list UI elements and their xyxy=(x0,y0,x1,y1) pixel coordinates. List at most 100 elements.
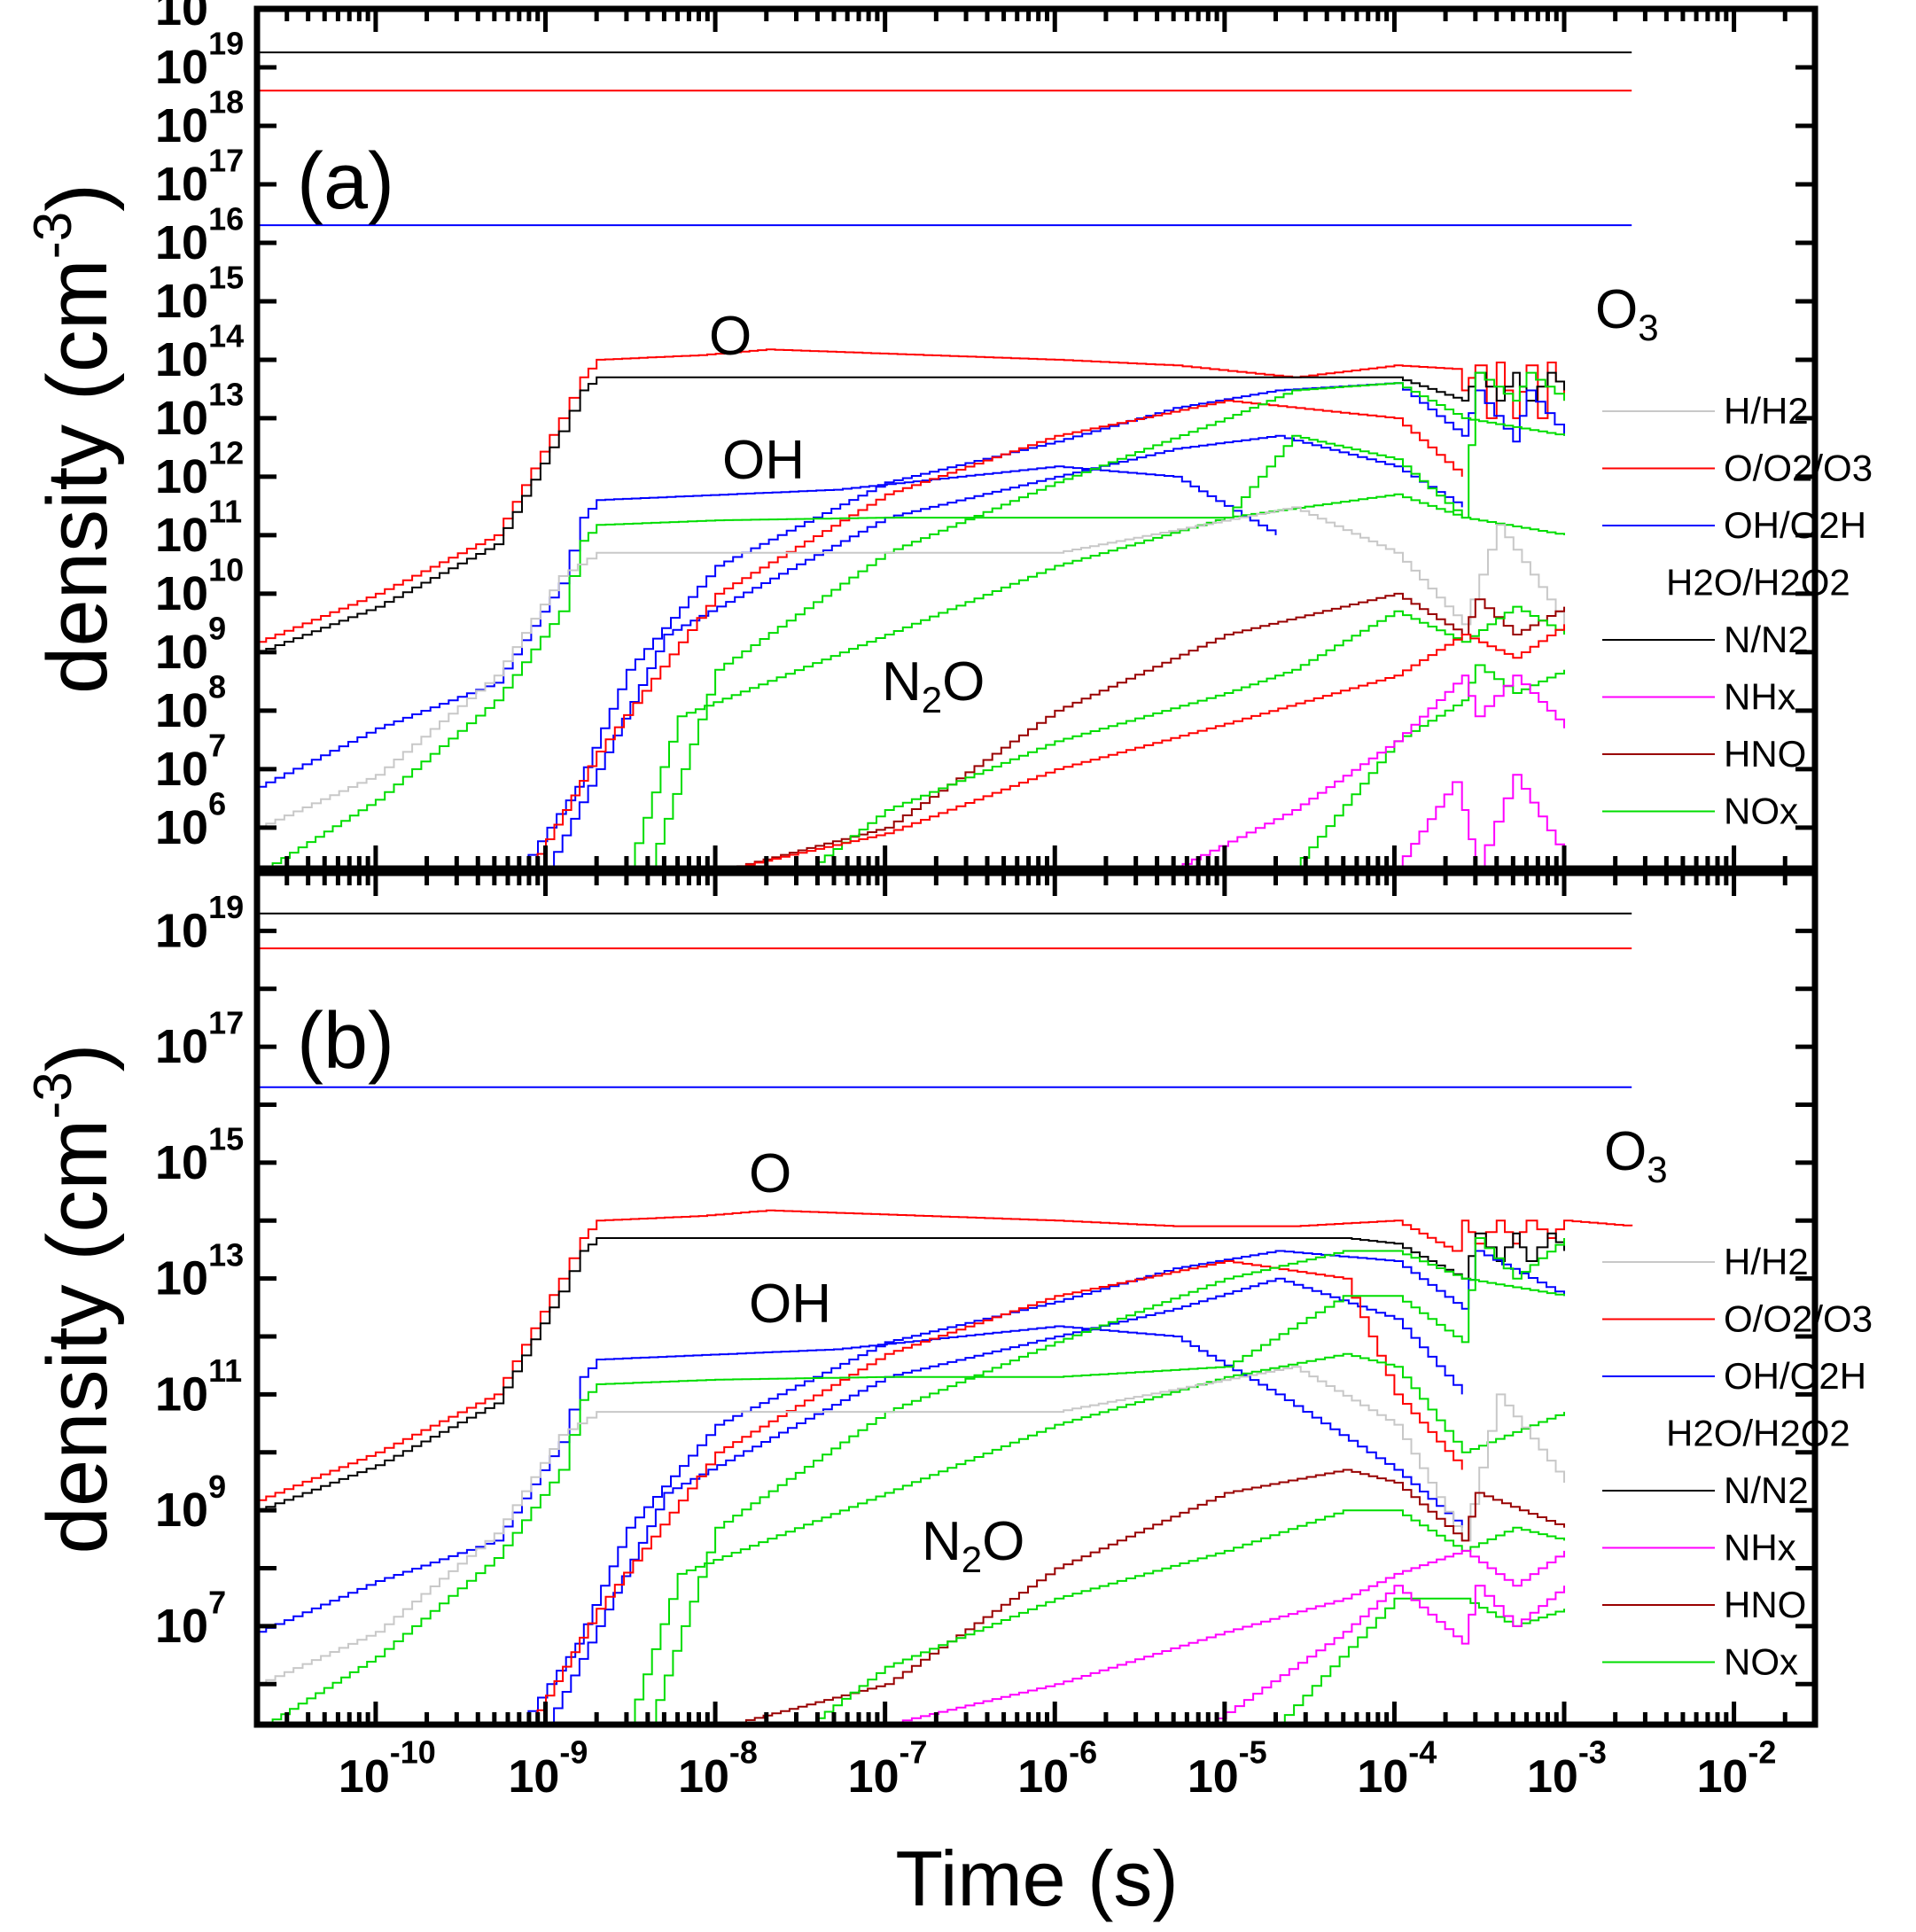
species-annotation: O xyxy=(749,1143,791,1204)
legend-entry: OH/O2H xyxy=(1724,504,1866,546)
y-tick-label: 1011 xyxy=(155,1352,242,1421)
series-line-17 xyxy=(1208,1585,1565,1725)
series-line-10 xyxy=(647,1250,1565,1725)
species-annotation: O xyxy=(709,306,752,367)
tick-base: 10 xyxy=(155,567,208,620)
annotation-base: O xyxy=(709,306,752,367)
tick-base: 10 xyxy=(155,216,208,269)
x-tick-label: 10-3 xyxy=(1527,1734,1607,1803)
annotation-subscript: 2 xyxy=(922,679,942,721)
y-tick-label: 1017 xyxy=(155,1005,244,1073)
x-tick-label: 10-7 xyxy=(848,1734,928,1803)
annotation-base: O xyxy=(1595,279,1638,340)
y-tick-label: 1015 xyxy=(155,1120,244,1188)
annotation-base: N xyxy=(922,1511,962,1572)
series-line-13 xyxy=(728,1468,1565,1725)
series-line-11 xyxy=(626,493,1565,869)
series-line-16 xyxy=(1292,664,1565,869)
tick-base: 10 xyxy=(155,1252,208,1305)
legend-entry: NOx xyxy=(1724,791,1798,832)
series-line-9 xyxy=(263,371,1565,869)
tick-exponent: -4 xyxy=(1408,1734,1437,1771)
series-line-4 xyxy=(257,1232,1565,1512)
annotation-base: OH xyxy=(749,1274,831,1335)
tick-exponent: -8 xyxy=(729,1734,758,1771)
x-tick-label: 10-9 xyxy=(508,1734,588,1803)
tick-exponent: 13 xyxy=(208,377,244,413)
series-line-6 xyxy=(518,382,1565,869)
tick-exponent: 7 xyxy=(208,1585,226,1621)
tick-exponent: 15 xyxy=(208,1120,244,1157)
series-line-3 xyxy=(257,1209,1633,1501)
species-annotation: O3 xyxy=(1604,1121,1668,1190)
tick-exponent: 18 xyxy=(208,84,244,121)
tick-exponent: 8 xyxy=(208,668,226,705)
species-annotation: O3 xyxy=(1595,279,1659,348)
tick-base: 10 xyxy=(1357,1751,1408,1803)
series-line-9 xyxy=(263,1237,1565,1725)
y-tick-label: 108 xyxy=(155,668,226,736)
tick-exponent: 9 xyxy=(208,611,226,647)
series-line-5 xyxy=(257,1325,1463,1633)
tick-exponent: 9 xyxy=(208,1468,226,1505)
series-line-18 xyxy=(1394,774,1565,869)
legend: H/H2 O/O2/O3 OH/O2H H2O/H2O2 N/N2 NHx HNO NOx xyxy=(1602,1241,1873,1683)
x-tick-label: 10-10 xyxy=(339,1734,436,1803)
y-tick-label: 1017 xyxy=(155,143,244,211)
plot-frame xyxy=(253,5,1819,872)
y-axis-label: density (cm-3) xyxy=(23,183,125,694)
series-line-6 xyxy=(518,1250,1565,1725)
y-tick-label: 109 xyxy=(155,611,226,679)
series-line-8 xyxy=(528,400,1463,869)
tick-exponent: 17 xyxy=(208,143,244,179)
tick-base: 10 xyxy=(155,684,208,737)
tick-base: 10 xyxy=(155,99,208,152)
legend-entry: HNO xyxy=(1724,1584,1806,1625)
tick-base: 10 xyxy=(508,1751,559,1803)
series-line-8 xyxy=(528,1260,1463,1725)
series-line-12 xyxy=(257,1366,1565,1686)
species-annotation: N2O xyxy=(922,1511,1024,1580)
tick-base: 10 xyxy=(155,509,208,562)
legend-entry: NHx xyxy=(1724,1527,1796,1569)
y-tick-label: 1016 xyxy=(155,201,244,269)
annotation-rest: O xyxy=(942,651,985,713)
x-tick-label: 10-8 xyxy=(678,1734,758,1803)
tick-base: 10 xyxy=(155,1020,208,1073)
x-tick-label: 10-2 xyxy=(1697,1734,1777,1803)
legend: H/H2 O/O2/O3 OH/O2H H2O/H2O2 N/N2 NHx HNO NOx xyxy=(1602,390,1873,832)
legend-entry: N/N2 xyxy=(1724,1469,1809,1511)
tick-exponent: 12 xyxy=(208,435,244,471)
annotation-base: O xyxy=(1604,1121,1647,1182)
tick-base: 10 xyxy=(155,1600,208,1653)
y-tick-label: 1010 xyxy=(155,552,244,620)
y-tick-label: 107 xyxy=(155,1585,226,1653)
legend-entry: O/O2/O3 xyxy=(1724,448,1873,489)
tick-exponent: 6 xyxy=(208,785,226,822)
tick-exponent: -3 xyxy=(1578,1734,1607,1771)
series-line-13 xyxy=(728,592,1565,869)
y-axis-label-exponent: -3 xyxy=(23,212,82,259)
tick-base: 10 xyxy=(155,1484,208,1537)
tick-base: 10 xyxy=(155,1367,208,1421)
legend-entry: H2O/H2O2 xyxy=(1666,562,1850,604)
series-line-14 xyxy=(807,605,1565,869)
series-group xyxy=(257,51,1632,869)
annotation-base: O xyxy=(749,1143,791,1204)
legend-entry: O/O2/O3 xyxy=(1724,1298,1873,1340)
tick-exponent: -10 xyxy=(390,1734,436,1771)
species-annotation: OH xyxy=(722,430,805,491)
y-axis-label-text: density (cm xyxy=(30,1119,125,1554)
tick-base: 10 xyxy=(848,1751,900,1803)
legend-entry: NHx xyxy=(1724,676,1796,718)
species-annotation: N2O xyxy=(882,651,985,721)
tick-exponent: -6 xyxy=(1069,1734,1097,1771)
tick-exponent: 15 xyxy=(208,260,244,296)
tick-exponent: -5 xyxy=(1239,1734,1267,1771)
tick-exponent: 19 xyxy=(208,889,244,925)
series-line-3 xyxy=(257,348,1565,643)
series-line-12 xyxy=(257,506,1565,829)
x-tick-label: 10-5 xyxy=(1188,1734,1267,1803)
tick-exponent: 11 xyxy=(208,1352,242,1389)
y-tick-label: 1011 xyxy=(155,494,242,562)
